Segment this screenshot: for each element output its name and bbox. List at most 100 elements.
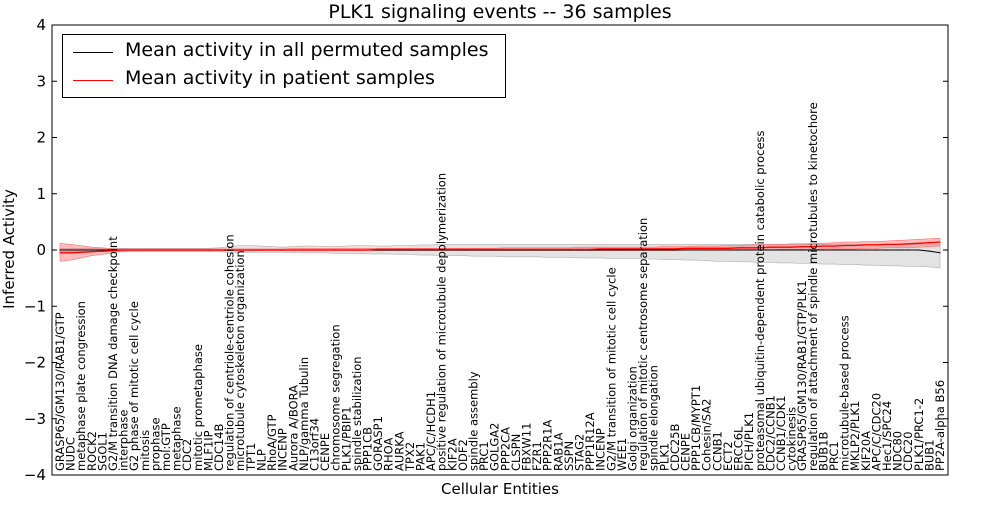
data-point-permuted xyxy=(886,249,888,251)
data-point-permuted xyxy=(674,249,676,251)
data-point-patient xyxy=(748,247,750,249)
data-point-patient xyxy=(727,247,729,249)
x-tick-label: NUDC xyxy=(64,437,78,471)
x-tick-label: KIF2A xyxy=(445,438,459,471)
x-tick-label: metaphase xyxy=(170,406,184,471)
data-point-patient xyxy=(918,242,920,244)
data-point-patient xyxy=(229,249,231,251)
x-tick-label: PLK1/PRC1-2 xyxy=(912,398,926,471)
x-tick-label: CENPE xyxy=(679,433,693,471)
x-tick-label: PICH/PLK1 xyxy=(742,412,756,471)
data-point-permuted xyxy=(91,249,93,251)
data-point-patient xyxy=(313,249,316,251)
x-tick-label: PPP1R12A xyxy=(583,412,597,471)
x-tick-label: NLP xyxy=(254,449,268,471)
data-point-patient xyxy=(218,249,220,251)
data-point-patient xyxy=(123,249,125,251)
x-tick-label: INCENP xyxy=(276,428,290,471)
data-point-patient xyxy=(345,249,347,251)
data-point-permuted xyxy=(918,249,920,251)
data-point-permuted xyxy=(684,249,687,251)
data-point-patient xyxy=(844,244,846,247)
data-point-permuted xyxy=(939,252,941,254)
x-tick-label: APC/C/CDC20 xyxy=(869,393,883,471)
data-point-patient xyxy=(854,244,856,247)
legend-swatch-patient xyxy=(73,80,113,81)
data-point-patient xyxy=(80,251,82,253)
data-point-patient xyxy=(494,248,496,250)
y-tick-label: 3 xyxy=(36,72,46,90)
x-tick-label: CDC2 xyxy=(180,439,194,471)
data-point-patient xyxy=(324,249,326,251)
y-ticks: −4 −3 −2 −1 0 1 2 3 4 xyxy=(24,16,948,484)
data-point-permuted xyxy=(928,250,931,252)
legend-label-permuted: Mean activity in all permuted samples xyxy=(125,39,489,61)
x-tick-label: PRC1 xyxy=(477,441,491,471)
data-point-permuted xyxy=(822,249,825,251)
x-tick-label: PPP1CB xyxy=(361,427,375,471)
x-tick-label: PLK1 xyxy=(657,443,671,471)
data-point-patient xyxy=(865,244,867,246)
data-point-patient xyxy=(250,249,252,251)
x-tick-label: microtubule-based process xyxy=(838,315,852,471)
data-point-permuted xyxy=(70,249,72,251)
x-tick-label: TPX2 xyxy=(403,442,417,472)
x-axis-label: Cellular Entities xyxy=(441,480,559,498)
data-point-permuted xyxy=(812,249,814,251)
data-point-patient xyxy=(366,249,369,251)
x-tick-label: BUB1B xyxy=(816,431,830,471)
data-point-patient xyxy=(260,249,262,251)
data-point-permuted xyxy=(897,249,899,251)
x-tick-label: GORASP1 xyxy=(371,416,385,471)
data-point-permuted xyxy=(621,249,623,251)
data-point-permuted xyxy=(769,249,772,251)
x-tick-label: mitosis xyxy=(138,430,152,471)
x-tick-label: TPT1 xyxy=(244,443,258,472)
data-point-patient xyxy=(441,248,443,250)
data-point-patient xyxy=(939,241,941,243)
x-tick-label: SGOL1 xyxy=(95,432,109,471)
x-tick-label: KIF20A xyxy=(859,431,873,471)
data-point-patient xyxy=(70,252,72,254)
data-point-permuted xyxy=(907,249,909,251)
x-tick-label: CCNB1/CDK1 xyxy=(774,396,788,472)
x-tick-label: STAG2 xyxy=(573,434,587,471)
x-tick-label: PRC1 xyxy=(827,441,841,471)
data-point-patient xyxy=(812,246,814,248)
data-point-patient xyxy=(91,251,93,253)
x-tick-label: CDC25B xyxy=(668,423,682,471)
data-point-permuted xyxy=(791,249,793,251)
data-point-patient xyxy=(377,248,379,250)
x-tick-label: WEE1 xyxy=(615,438,629,471)
data-point-permuted xyxy=(844,249,846,251)
x-tick-label: spindle assembly xyxy=(467,371,481,471)
x-tick-label: mitotic prometaphase xyxy=(191,344,205,471)
data-point-permuted xyxy=(610,249,612,251)
x-tick-label: PLK1/PBIP1 xyxy=(339,406,353,471)
data-point-patient xyxy=(282,249,284,251)
x-tick-label: proteasomal ubiquitin-dependent protein … xyxy=(753,130,767,471)
data-point-patient xyxy=(578,248,581,250)
x-tick-label: NDC80 xyxy=(891,431,905,471)
x-tick-label: FZR1 xyxy=(530,441,544,471)
x-tick-label: PAK1 xyxy=(414,442,428,471)
x-tick-label: mol:GTP xyxy=(159,423,173,471)
x-tick-label: CDC20 xyxy=(901,431,915,471)
data-point-permuted xyxy=(801,249,803,251)
data-point-patient xyxy=(154,249,156,251)
x-tick-label: chromosome segregation xyxy=(329,324,343,471)
data-point-patient xyxy=(875,244,878,246)
data-point-patient xyxy=(791,246,793,248)
data-point-patient xyxy=(144,249,146,251)
data-point-patient xyxy=(642,248,644,250)
data-point-patient xyxy=(663,248,665,250)
data-point-patient xyxy=(112,250,114,252)
x-tick-label: ERCC6L xyxy=(732,426,746,471)
data-point-permuted xyxy=(738,249,740,251)
data-point-patient xyxy=(356,249,358,251)
x-tick-label: RHOA xyxy=(382,438,396,471)
data-point-permuted xyxy=(716,249,718,251)
x-tick-label: BUB1 xyxy=(922,439,936,471)
